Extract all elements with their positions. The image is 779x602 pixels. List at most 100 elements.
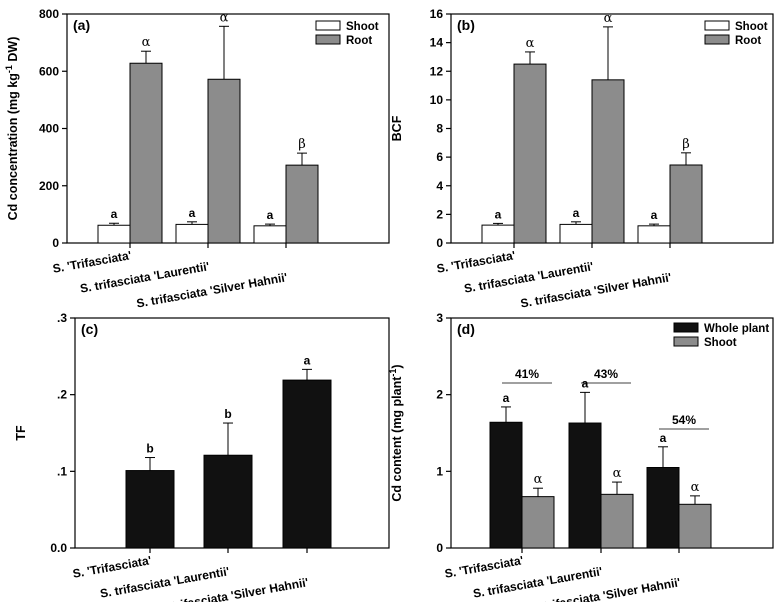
legend-swatch xyxy=(704,20,730,31)
bar-whole-plant xyxy=(646,467,680,549)
bar-root xyxy=(285,164,319,244)
bar-shoot xyxy=(97,224,131,244)
category-label: S. 'Trifasciata' xyxy=(436,248,517,276)
bar-shoot xyxy=(175,223,209,244)
bar-shoot xyxy=(521,496,555,549)
y-tick-label: 2 xyxy=(436,207,443,221)
y-tick-label: 0 xyxy=(52,236,59,250)
annotation-label: 43% xyxy=(594,367,618,381)
significance-label: α xyxy=(220,10,229,25)
panel-label: (c) xyxy=(81,321,98,337)
y-tick-label: 400 xyxy=(39,122,59,136)
y-axis-label-main: Cd concentration (mg kg xyxy=(6,73,20,220)
legend-swatch xyxy=(673,322,699,333)
bar-root xyxy=(591,79,625,244)
y-axis-label: TF xyxy=(14,425,28,441)
panel-label: (a) xyxy=(73,17,90,33)
annotation-label: 41% xyxy=(515,367,539,381)
significance-label: a xyxy=(651,208,658,222)
y-tick-label: 0.0 xyxy=(50,541,67,555)
y-tick-label: 2 xyxy=(436,388,443,402)
y-axis-label: Cd concentration (mg kg-1 DW) xyxy=(4,37,20,221)
y-tick-label: 16 xyxy=(430,7,444,21)
y-tick-label: .3 xyxy=(57,311,67,325)
y-tick-label: 4 xyxy=(436,179,443,193)
significance-label: α xyxy=(142,35,151,50)
y-tick-label: .1 xyxy=(57,464,67,478)
legend-swatch xyxy=(315,34,341,45)
significance-label: β xyxy=(682,137,690,152)
significance-label: α xyxy=(604,11,613,26)
y-tick-label: 200 xyxy=(39,179,59,193)
bar-root xyxy=(207,78,241,244)
y-tick-label: 0 xyxy=(436,541,443,555)
bar-root xyxy=(129,62,163,244)
bar-shoot xyxy=(253,225,287,244)
bar-shoot xyxy=(559,223,593,244)
significance-label: a xyxy=(503,391,510,405)
legend-swatch xyxy=(315,20,341,31)
bar-whole-plant xyxy=(489,421,523,549)
annotation-label: 54% xyxy=(672,413,696,427)
y-axis-label: Cd content (mg plant-1) xyxy=(388,364,404,501)
chart-panel-2: 0 2 4 6 8 10 12 14 16 BCF (b) a α S. 'Trifasciata' a α S… xyxy=(390,7,774,311)
significance-label: α xyxy=(534,472,543,487)
legend-label: Root xyxy=(346,35,372,47)
y-axis-label: BCF xyxy=(390,115,404,141)
y-axis-label-main: Cd content (mg plant xyxy=(390,376,404,502)
legend-label: Whole plant xyxy=(704,323,769,335)
category-label: S. 'Trifasciata' xyxy=(72,553,153,581)
bar-root xyxy=(669,164,703,244)
legend-swatch xyxy=(704,34,730,45)
bar-tf xyxy=(203,454,253,549)
y-tick-label: 8 xyxy=(436,122,443,136)
y-tick-label: 3 xyxy=(436,311,443,325)
significance-label: α xyxy=(691,480,700,495)
significance-label: a xyxy=(573,206,580,220)
significance-label: a xyxy=(111,207,118,221)
y-axis-label-sup: -1 xyxy=(388,369,398,377)
bar-shoot xyxy=(678,503,712,549)
legend-label: Shoot xyxy=(346,21,379,33)
category-label: S. 'Trifasciata' xyxy=(444,553,525,581)
y-axis-label-sup: -1 xyxy=(4,65,14,73)
y-tick-label: 800 xyxy=(39,7,59,21)
significance-label: β xyxy=(298,137,306,152)
significance-label: a xyxy=(189,206,196,220)
bar-shoot xyxy=(600,493,634,549)
bar-whole-plant xyxy=(568,422,602,549)
y-axis-label-end: ) xyxy=(390,364,404,368)
panel-label: (b) xyxy=(457,17,475,33)
y-tick-label: 10 xyxy=(430,93,444,107)
category-label: S. 'Trifasciata' xyxy=(52,248,133,276)
significance-label: b xyxy=(224,407,231,421)
chart-panel-4: 0 1 2 3 Cd content (mg plant-1) (d) a α S. 'Trif… xyxy=(388,311,774,602)
legend-label: Shoot xyxy=(704,337,737,349)
bar-shoot xyxy=(481,224,515,244)
y-tick-label: 0 xyxy=(436,236,443,250)
legend-label: Shoot xyxy=(735,21,768,33)
y-tick-label: 1 xyxy=(436,464,443,478)
legend-label: Root xyxy=(735,35,761,47)
chart-panel-3: 0.0.1.2.3TF(c)bS. 'Trifasciata'bS. trifa… xyxy=(14,311,390,602)
bar-shoot xyxy=(637,225,671,244)
significance-label: b xyxy=(146,442,153,456)
significance-label: a xyxy=(304,353,311,367)
y-tick-label: 14 xyxy=(430,36,444,50)
significance-label: a xyxy=(660,431,667,445)
significance-label: α xyxy=(613,466,622,481)
y-tick-label: 12 xyxy=(430,64,444,78)
legend-swatch xyxy=(673,336,699,347)
panel-label: (d) xyxy=(457,321,475,337)
significance-label: α xyxy=(526,36,535,51)
bar-tf xyxy=(125,470,175,549)
bar-tf xyxy=(282,379,332,549)
chart-panel-1: 0 200 400 600 800 Cd concentration (mg kg-1 D… xyxy=(4,7,390,311)
y-tick-label: 6 xyxy=(436,150,443,164)
significance-label: a xyxy=(267,208,274,222)
bar-root xyxy=(513,63,547,244)
significance-label: a xyxy=(495,207,502,221)
y-axis-label-end: DW) xyxy=(6,37,20,65)
y-tick-label: .2 xyxy=(57,388,67,402)
